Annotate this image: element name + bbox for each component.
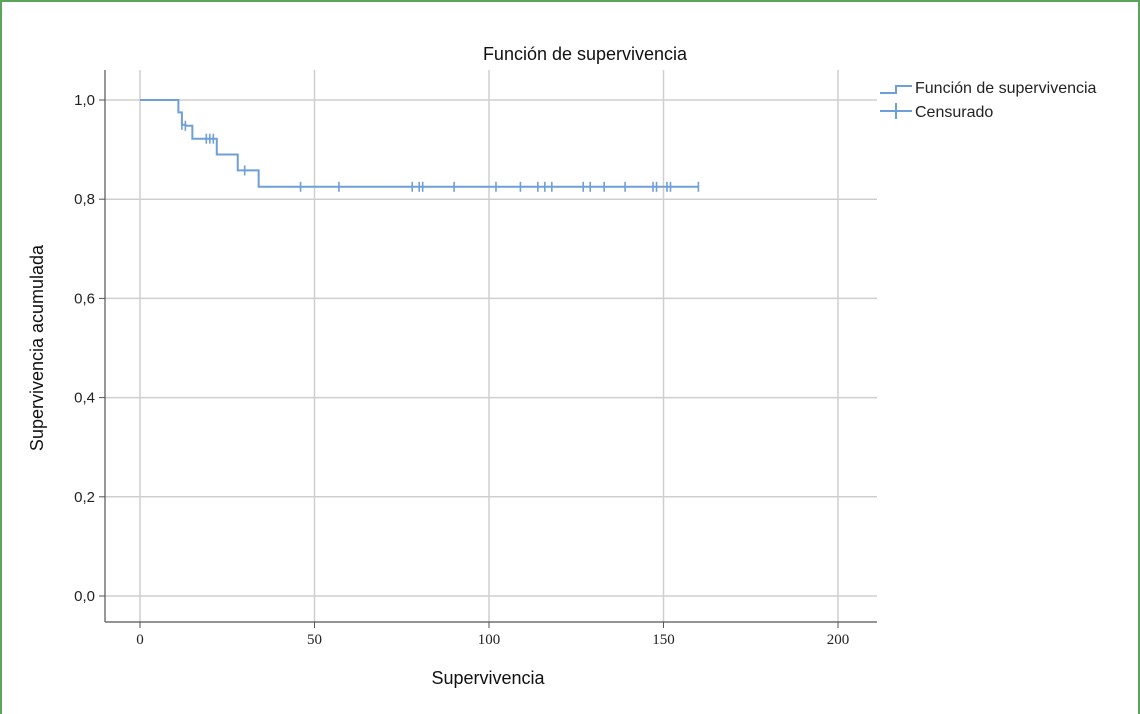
x-tick-label-100: 100 [478,632,501,648]
y-tick-label-1,0: 1,0 [74,92,95,109]
y-tick-label-0,4: 0,4 [74,390,95,407]
y-tick-label-0,2: 0,2 [74,489,95,506]
x-tick-label-150: 150 [652,632,675,648]
series-group [140,99,699,188]
x-axis-label: Supervivencia [431,668,545,688]
y-tick-label-0,8: 0,8 [74,191,95,208]
x-tick-label-0: 0 [136,632,144,648]
grid [105,70,877,622]
legend-label-survival: Función de supervivencia [915,80,1097,97]
legend-label-censored: Censurado [915,104,993,121]
legend: Función de supervivencia Censurado [880,80,1097,121]
censored-group [181,119,700,192]
survival-step-line [140,99,699,188]
axes: 0 50 100 150 200 0,0 0,2 0,4 0,6 0,8 1,0 [74,70,877,648]
y-tick-label-0,0: 0,0 [74,588,95,605]
y-tick-label-0,6: 0,6 [74,290,95,307]
y-axis-label: Supervivencia acumulada [27,244,47,451]
legend-step-swatch [880,85,912,94]
chart-title: Función de supervivencia [483,44,688,64]
x-tick-label-50: 50 [307,632,322,648]
x-tick-label-200: 200 [827,632,850,648]
